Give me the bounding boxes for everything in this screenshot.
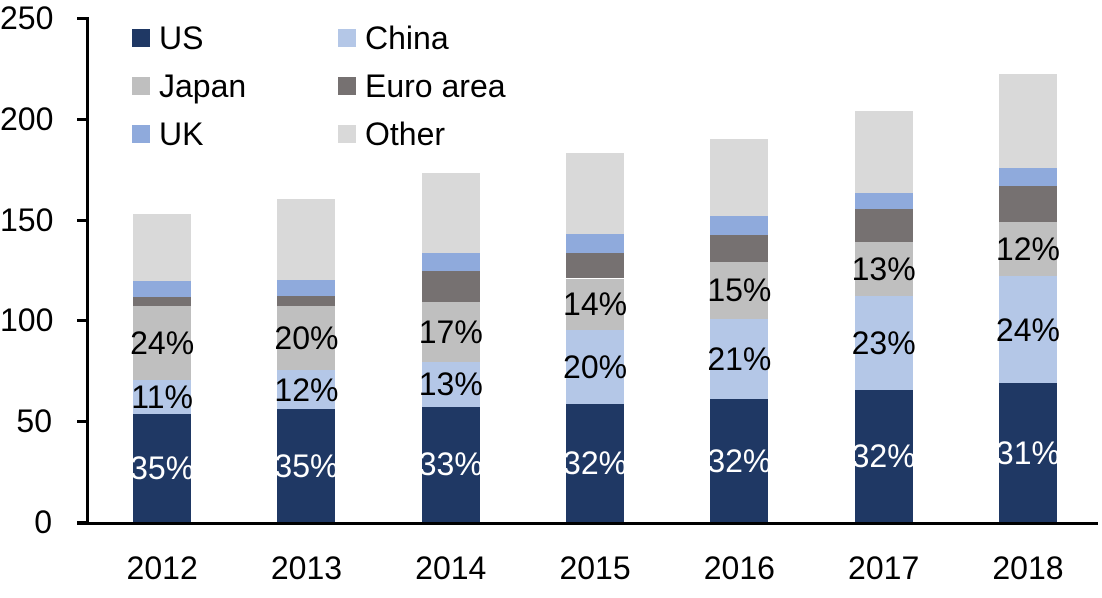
- bar-segment-japan-2013: [277, 305, 336, 371]
- bar-value-label-us-2013: 35%: [274, 447, 339, 484]
- bar-segment-china-2013: [277, 370, 336, 410]
- bar-segment-euro-area-2017: [854, 209, 913, 243]
- bar-segment-euro-area-2015: [566, 252, 625, 279]
- legend-swatch-uk: [132, 125, 150, 143]
- bar-value-label-us-2014: 33%: [418, 446, 483, 483]
- y-axis-tick-50: [77, 420, 88, 424]
- bar-value-label-japan-2014: 17%: [418, 313, 483, 350]
- bar-value-label-us-2012: 35%: [130, 450, 195, 487]
- bar-segment-us-2014: [421, 406, 480, 522]
- x-axis-label-2013: 2013: [270, 550, 343, 586]
- legend-label-other: Other: [365, 116, 446, 152]
- bar-segment-us-2015: [566, 403, 625, 522]
- bar-value-label-china-2014: 13%: [418, 366, 483, 403]
- legend-swatch-china: [338, 29, 356, 47]
- y-axis-label-250: 250: [0, 0, 54, 36]
- y-axis-label-150: 150: [0, 201, 54, 238]
- bar-segment-us-2018: [998, 383, 1057, 522]
- x-axis-label-2015: 2015: [559, 550, 631, 586]
- bar-segment-japan-2017: [854, 242, 913, 296]
- legend-swatch-japan: [132, 77, 150, 95]
- bar-segment-japan-2015: [566, 278, 625, 331]
- legend-label-us: US: [159, 20, 204, 56]
- y-axis-tick-100: [77, 319, 88, 323]
- bar-value-label-japan-2012: 24%: [130, 325, 195, 362]
- y-axis-label-50: 50: [16, 403, 52, 440]
- bar-segment-euro-area-2014: [421, 270, 480, 303]
- bar-value-label-japan-2016: 15%: [707, 272, 772, 309]
- bar-segment-china-2014: [421, 361, 480, 407]
- legend-swatch-us: [132, 29, 150, 47]
- legend-label-china: China: [365, 20, 449, 56]
- legend-label-uk: UK: [159, 116, 204, 152]
- bar-segment-us-2013: [277, 409, 336, 522]
- x-axis-label-2017: 2017: [848, 550, 920, 586]
- bar-segment-other-2014: [421, 173, 480, 254]
- y-axis-label-200: 200: [0, 100, 54, 137]
- y-axis-tick-200: [77, 117, 88, 121]
- bar-value-label-japan-2017: 13%: [851, 251, 916, 288]
- y-axis-tick-150: [77, 218, 88, 222]
- bar-value-label-china-2018: 24%: [995, 311, 1060, 348]
- y-axis-line: [86, 17, 89, 525]
- bar-segment-euro-area-2016: [710, 234, 769, 262]
- bar-segment-uk-2012: [133, 281, 192, 297]
- bar-segment-japan-2014: [421, 302, 480, 362]
- bar-value-label-china-2016: 21%: [707, 341, 772, 378]
- bar-segment-euro-area-2012: [133, 296, 192, 307]
- x-axis-label-2018: 2018: [992, 550, 1064, 586]
- bar-segment-other-2013: [277, 199, 336, 281]
- bar-segment-japan-2016: [710, 261, 769, 319]
- x-axis-label-2012: 2012: [126, 550, 198, 586]
- bar-segment-other-2017: [854, 110, 913, 193]
- bar-segment-uk-2015: [566, 234, 625, 253]
- bar-segment-uk-2014: [421, 253, 480, 271]
- bar-value-label-china-2012: 11%: [131, 379, 193, 416]
- bar-value-label-japan-2013: 20%: [274, 320, 339, 357]
- bar-segment-japan-2012: [133, 306, 192, 381]
- bar-value-label-us-2018: 31%: [995, 434, 1060, 471]
- bar-segment-china-2017: [854, 295, 913, 391]
- bar-segment-uk-2016: [710, 215, 769, 235]
- bar-segment-other-2016: [710, 138, 769, 216]
- bar-segment-other-2012: [133, 213, 192, 282]
- y-axis-tick-250: [77, 17, 88, 20]
- bar-value-label-us-2016: 32%: [707, 442, 772, 479]
- bar-segment-china-2012: [133, 380, 192, 415]
- bar-value-label-japan-2018: 12%: [995, 230, 1060, 267]
- y-axis-label-0: 0: [34, 504, 52, 540]
- bar-value-label-japan-2015: 14%: [563, 286, 628, 323]
- legend-label-euro-area: Euro area: [365, 68, 506, 104]
- legend-label-japan: Japan: [159, 68, 247, 104]
- bar-segment-other-2015: [566, 153, 625, 235]
- x-axis-label-2016: 2016: [703, 550, 775, 586]
- bar-segment-euro-area-2013: [277, 296, 336, 306]
- bar-segment-china-2016: [710, 318, 769, 400]
- legend-swatch-euro-area: [338, 77, 356, 95]
- y-axis-tick-0: [77, 521, 88, 524]
- bar-segment-us-2012: [133, 414, 192, 522]
- bar-segment-other-2018: [998, 74, 1057, 169]
- x-axis-line: [77, 522, 1098, 525]
- bar-segment-us-2016: [710, 399, 769, 522]
- bar-value-label-china-2013: 12%: [274, 371, 339, 408]
- bar-value-label-us-2017: 32%: [851, 438, 916, 475]
- y-axis-label-100: 100: [0, 302, 54, 339]
- bar-value-label-china-2015: 20%: [563, 349, 628, 386]
- bar-segment-uk-2017: [854, 192, 913, 210]
- bar-segment-china-2018: [998, 275, 1057, 384]
- bar-segment-uk-2013: [277, 280, 336, 297]
- bar-segment-us-2017: [854, 390, 913, 522]
- bar-value-label-china-2017: 23%: [851, 325, 916, 362]
- bar-segment-japan-2018: [998, 222, 1057, 276]
- x-axis-label-2014: 2014: [415, 550, 487, 586]
- bar-segment-uk-2018: [998, 168, 1057, 187]
- legend-swatch-other: [338, 125, 356, 143]
- bar-value-label-us-2015: 32%: [563, 444, 628, 481]
- bar-segment-euro-area-2018: [998, 186, 1057, 223]
- bar-segment-china-2015: [566, 330, 625, 404]
